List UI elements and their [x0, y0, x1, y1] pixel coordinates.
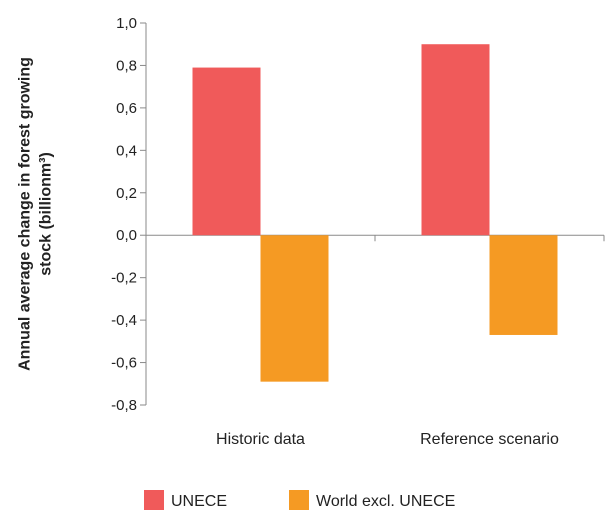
- y-tick-label: -0,2: [111, 270, 137, 287]
- y-ticks: 1,0 0,8 0,6 0,4 0,2 0,0 -0,2 -0,4 -0,6 -0,8: [111, 15, 146, 414]
- y-axis-label: Annual average change in forest growing: [17, 57, 34, 371]
- bar-unece-historic-data: [192, 67, 261, 236]
- legend: UNECE World excl. UNECE: [144, 490, 455, 510]
- bar-unece-reference-scenario: [421, 44, 490, 236]
- y-tick-label: 0,6: [116, 100, 137, 117]
- y-tick-label: 0,2: [116, 185, 137, 202]
- y-tick-label: 1,0: [116, 15, 137, 32]
- category-label: Historic data: [216, 431, 305, 448]
- category-label: Reference scenario: [420, 431, 559, 448]
- y-tick-label: 0,0: [116, 227, 137, 244]
- y-axis-title: Annual average change in forest growing s…: [17, 57, 55, 371]
- y-axis-label: stock (billionm³): [38, 152, 55, 276]
- y-tick-label: -0,6: [111, 355, 137, 372]
- bar-world-excl-unece-reference-scenario: [489, 235, 558, 335]
- legend-label: World excl. UNECE: [316, 493, 455, 510]
- legend-label: UNECE: [171, 493, 227, 510]
- y-tick-label: -0,8: [111, 397, 137, 414]
- bars: [192, 44, 558, 382]
- y-tick-label: -0,4: [111, 312, 137, 329]
- legend-swatch: [144, 490, 164, 510]
- y-tick-label: 0,8: [116, 57, 137, 74]
- category-labels: Historic data Reference scenario: [216, 431, 559, 448]
- y-tick-label: 0,4: [116, 142, 137, 159]
- legend-swatch: [289, 490, 309, 510]
- bar-world-excl-unece-historic-data: [260, 235, 329, 382]
